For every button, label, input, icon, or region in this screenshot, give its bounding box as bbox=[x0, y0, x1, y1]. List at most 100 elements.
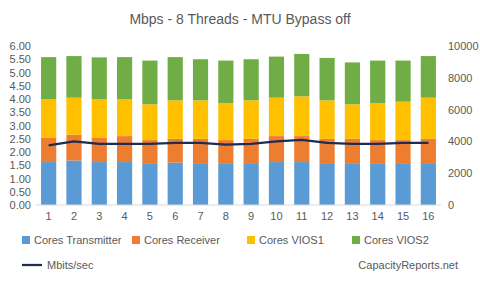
bar bbox=[320, 163, 335, 205]
x-tick-label: 5 bbox=[147, 210, 153, 222]
legend-swatch bbox=[352, 236, 360, 244]
bar bbox=[66, 56, 81, 98]
y-tick-label: 5.00 bbox=[10, 67, 31, 79]
line bbox=[49, 140, 429, 146]
bar bbox=[294, 162, 309, 205]
bar bbox=[345, 104, 360, 138]
y-tick bbox=[33, 191, 36, 192]
chart: Mbps - 8 Threads - MTU Bypass off 0.000.5… bbox=[0, 0, 480, 288]
bar bbox=[168, 57, 183, 100]
bar bbox=[117, 162, 132, 205]
bar bbox=[142, 61, 157, 105]
bar bbox=[370, 164, 385, 205]
y2-tick-label: 10000 bbox=[448, 40, 479, 52]
bar bbox=[370, 61, 385, 103]
bar bbox=[320, 58, 335, 100]
bar bbox=[41, 162, 56, 205]
bar bbox=[269, 57, 284, 98]
bar bbox=[345, 62, 360, 104]
x-tick-label: 4 bbox=[122, 210, 128, 222]
bar bbox=[244, 163, 259, 205]
y-tick bbox=[33, 125, 36, 126]
legend-label: Cores Transmitter bbox=[34, 234, 122, 246]
y2-tick bbox=[441, 109, 444, 110]
x-tick-label: 8 bbox=[223, 210, 229, 222]
x-tick-label: 7 bbox=[197, 210, 203, 222]
y2-tick bbox=[441, 141, 444, 142]
bar bbox=[41, 57, 56, 99]
y-tick-label: 5.50 bbox=[10, 53, 31, 65]
legend-swatch bbox=[132, 236, 140, 244]
x-tick-label: 2 bbox=[71, 210, 77, 222]
y-tick-label: 3.00 bbox=[10, 120, 31, 132]
legend-label: Cores VIOS2 bbox=[364, 234, 429, 246]
y-tick bbox=[33, 46, 36, 47]
y-tick-label: 2.50 bbox=[10, 133, 31, 145]
y2-tick bbox=[441, 173, 444, 174]
bar bbox=[117, 99, 132, 136]
x-tick-label: 15 bbox=[397, 210, 409, 222]
bar bbox=[345, 164, 360, 205]
x-tick-label: 6 bbox=[172, 210, 178, 222]
legend-swatch bbox=[247, 236, 255, 244]
x-axis bbox=[36, 205, 441, 206]
bar bbox=[117, 136, 132, 162]
y-tick bbox=[33, 165, 36, 166]
bar bbox=[421, 98, 436, 139]
y-tick-label: 1.00 bbox=[10, 173, 31, 185]
bar bbox=[244, 59, 259, 100]
bar bbox=[294, 54, 309, 96]
x-tick-label: 14 bbox=[372, 210, 384, 222]
bar bbox=[370, 103, 385, 140]
bar bbox=[92, 99, 107, 137]
plot-area bbox=[41, 54, 436, 205]
bar bbox=[218, 164, 233, 205]
y-tick-label: 6.00 bbox=[10, 40, 31, 52]
bar bbox=[193, 59, 208, 100]
y-tick bbox=[33, 59, 36, 60]
y-tick bbox=[33, 178, 36, 179]
y2-tick bbox=[441, 205, 444, 206]
legend-label: Cores VIOS1 bbox=[259, 234, 324, 246]
y-tick bbox=[33, 138, 36, 139]
bar bbox=[66, 98, 81, 135]
bar bbox=[117, 57, 132, 99]
bar bbox=[421, 163, 436, 205]
bar bbox=[142, 164, 157, 205]
title: Mbps - 8 Threads - MTU Bypass off bbox=[129, 11, 350, 27]
y-tick-label: 1.50 bbox=[10, 159, 31, 171]
bar bbox=[193, 100, 208, 138]
bar bbox=[269, 98, 284, 136]
bar bbox=[218, 103, 233, 140]
y2-tick-label: 2000 bbox=[448, 167, 472, 179]
legend-swatch bbox=[22, 236, 30, 244]
bar bbox=[395, 102, 410, 140]
bar bbox=[395, 61, 410, 102]
bar bbox=[168, 100, 183, 138]
y-tick-label: 4.00 bbox=[10, 93, 31, 105]
y-tick-label: 0.00 bbox=[10, 199, 31, 211]
bar bbox=[320, 100, 335, 138]
y-tick bbox=[33, 205, 36, 206]
x-tick-label: 12 bbox=[321, 210, 333, 222]
bar bbox=[193, 163, 208, 205]
bar bbox=[395, 164, 410, 205]
bar bbox=[218, 61, 233, 103]
y2-tick-label: 0 bbox=[448, 199, 454, 211]
y-tick-label: 0.50 bbox=[10, 186, 31, 198]
x-tick-label: 13 bbox=[346, 210, 358, 222]
x-tick-label: 16 bbox=[422, 210, 434, 222]
bar bbox=[66, 135, 81, 161]
bar bbox=[421, 56, 436, 98]
bar bbox=[66, 160, 81, 205]
x-tick-label: 10 bbox=[270, 210, 282, 222]
bar bbox=[41, 137, 56, 162]
bar bbox=[92, 162, 107, 205]
y2-tick-label: 8000 bbox=[448, 72, 472, 84]
y-tick bbox=[33, 152, 36, 153]
y-tick bbox=[33, 112, 36, 113]
y2-tick bbox=[441, 46, 444, 47]
x-tick-label: 3 bbox=[96, 210, 102, 222]
legend-swatch bbox=[22, 264, 42, 266]
y-tick bbox=[33, 85, 36, 86]
